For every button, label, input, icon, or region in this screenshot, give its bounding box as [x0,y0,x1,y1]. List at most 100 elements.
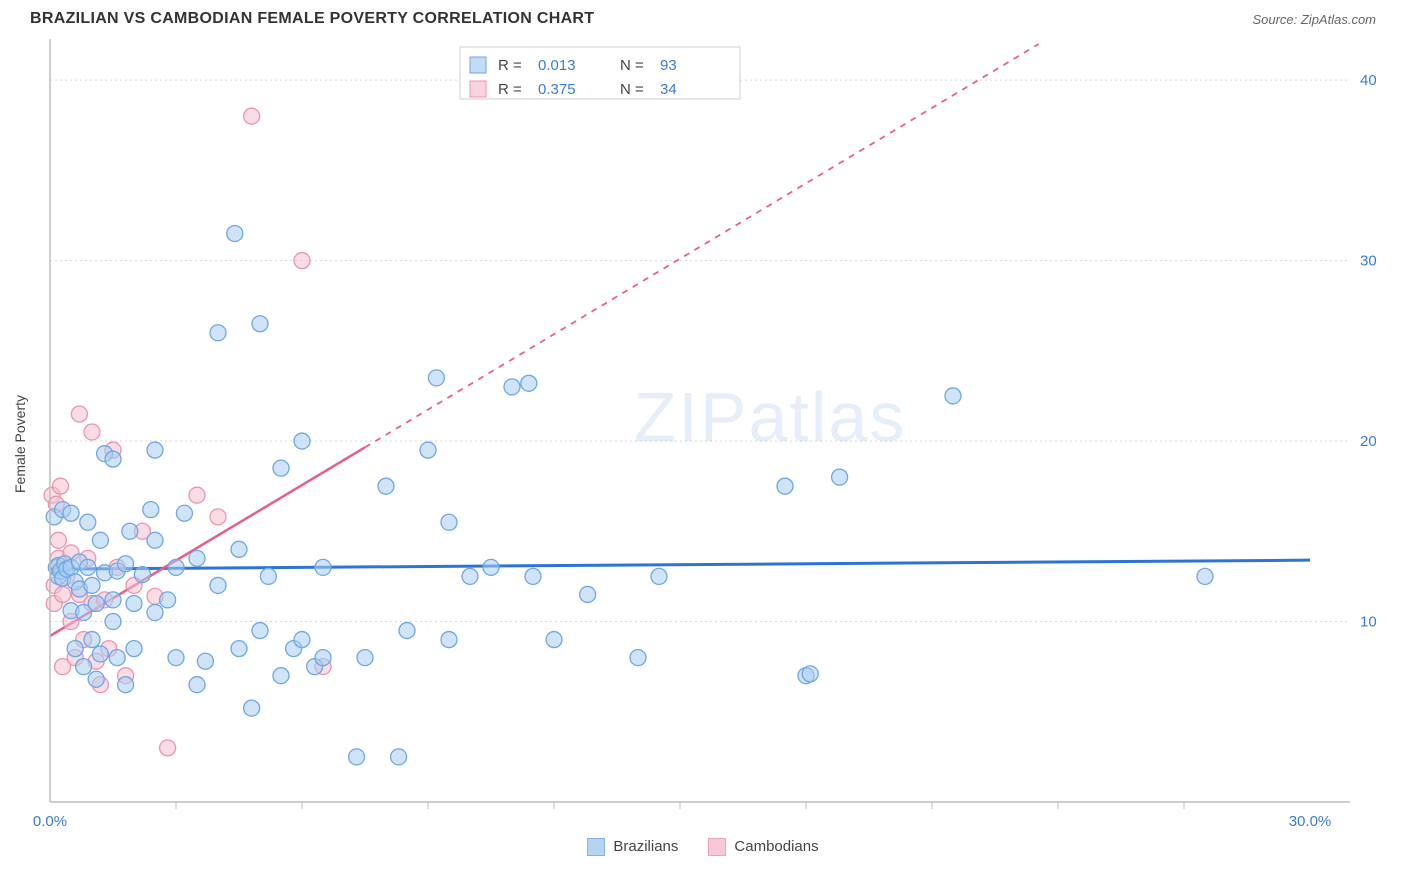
data-point [441,514,457,530]
data-point [189,550,205,566]
data-point [210,509,226,525]
data-point [210,577,226,593]
data-point [315,559,331,575]
data-point [294,632,310,648]
data-point [134,567,150,583]
svg-text:10.0%: 10.0% [1360,614,1376,631]
data-point [273,460,289,476]
data-point [504,379,520,395]
svg-text:0.375: 0.375 [538,81,576,98]
data-point [160,592,176,608]
data-point [462,568,478,584]
data-point [802,666,818,682]
data-point [630,650,646,666]
data-point [92,646,108,662]
data-point [118,556,134,572]
data-point [260,568,276,584]
data-point [420,442,436,458]
svg-text:93: 93 [660,57,677,74]
data-point [244,700,260,716]
y-axis-label: Female Poverty [12,395,28,493]
data-point [122,523,138,539]
data-point [252,623,268,639]
svg-text:20.0%: 20.0% [1360,433,1376,450]
data-point [252,316,268,332]
data-point [294,253,310,269]
svg-text:R =: R = [498,81,522,98]
legend-item: Brazilians [587,838,678,856]
data-point [126,595,142,611]
data-point [945,388,961,404]
data-point [210,325,226,341]
data-point [105,592,121,608]
svg-text:N =: N = [620,81,644,98]
data-point [244,108,260,124]
data-point [1197,568,1213,584]
svg-text:0.0%: 0.0% [33,813,67,830]
svg-text:R =: R = [498,57,522,74]
data-point [143,502,159,518]
data-point [105,451,121,467]
data-point [428,370,444,386]
data-point [67,641,83,657]
data-point [168,559,184,575]
chart-source: Source: ZipAtlas.com [1252,12,1376,27]
data-point [777,478,793,494]
data-point [391,749,407,765]
scatter-chart: 10.0% 20.0% 30.0% 40.0% ZIPatlas 0.0% 30.0% R =… [30,32,1376,832]
data-point [832,469,848,485]
chart-legend: Brazilians Cambodians [30,838,1376,856]
svg-text:30.0%: 30.0% [1289,813,1332,830]
svg-text:30.0%: 30.0% [1360,253,1376,270]
legend-swatch [708,838,726,856]
data-point [160,740,176,756]
data-point [71,406,87,422]
data-point [231,541,247,557]
data-point [63,505,79,521]
data-point [105,614,121,630]
data-point [147,442,163,458]
data-point [349,749,365,765]
data-point [84,632,100,648]
data-point [92,532,108,548]
data-point [80,514,96,530]
data-point [441,632,457,648]
data-point [189,487,205,503]
data-point [399,623,415,639]
data-point [580,586,596,602]
data-point [227,226,243,242]
data-point [88,595,104,611]
data-point [168,650,184,666]
svg-text:34: 34 [660,81,677,98]
chart-title: BRAZILIAN VS CAMBODIAN FEMALE POVERTY CO… [30,10,594,28]
data-point [176,505,192,521]
legend-item: Cambodians [708,838,818,856]
svg-text:ZIPatlas: ZIPatlas [634,378,907,456]
legend-swatch [587,838,605,856]
data-point [84,577,100,593]
data-point [525,568,541,584]
data-point [378,478,394,494]
data-point [147,605,163,621]
data-point [88,671,104,687]
data-point [147,532,163,548]
data-point [197,653,213,669]
data-point [189,677,205,693]
data-point [84,424,100,440]
data-point [109,650,125,666]
svg-text:N =: N = [620,57,644,74]
data-point [521,375,537,391]
data-point [315,650,331,666]
data-point [50,532,66,548]
data-point [294,433,310,449]
chart-container: Female Poverty 10.0%20.0%30.0%40.0%ZIPat… [30,32,1376,856]
data-point [76,659,92,675]
svg-text:0.013: 0.013 [538,57,576,74]
data-point [55,586,71,602]
data-point [651,568,667,584]
data-point [118,677,134,693]
data-point [483,559,499,575]
svg-text:40.0%: 40.0% [1360,72,1376,89]
data-point [80,559,96,575]
data-point [546,632,562,648]
